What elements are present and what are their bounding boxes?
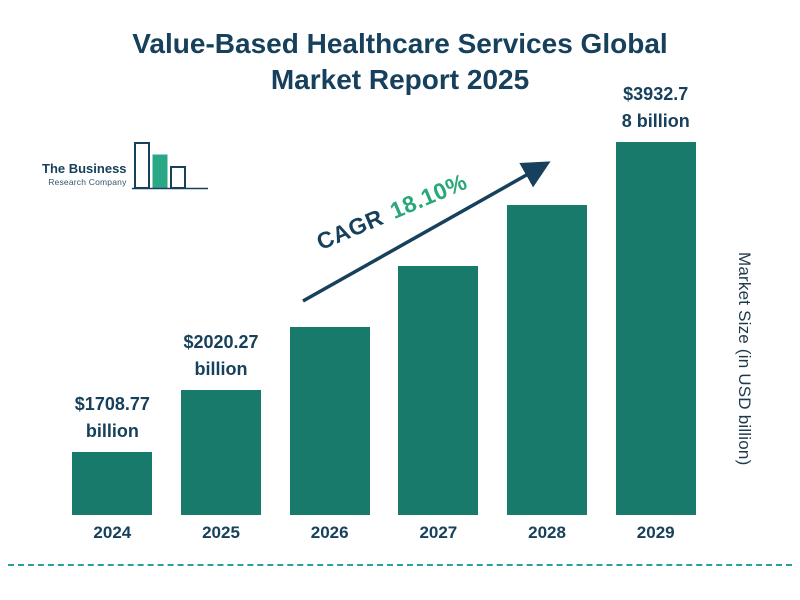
x-tick-2028: 2028 — [528, 523, 566, 542]
bar-value-label-2024: $1708.77 billion — [74, 394, 150, 441]
logo-name: The Business — [42, 161, 127, 177]
x-tick-2027: 2027 — [419, 523, 458, 542]
bar-column-2029: $3932.7 8 billion 2029 — [601, 72, 710, 543]
title-line-1: Value-Based Healthcare Services Global — [132, 28, 668, 59]
bar-column-2027: 2027 — [384, 72, 493, 543]
bar-value-label-2029: $3932.7 8 billion — [621, 84, 690, 131]
bar-2026 — [289, 327, 370, 515]
bar-2029 — [615, 142, 696, 515]
bar-column-2028: 2028 — [493, 72, 602, 543]
bar-value-label-2025: $2020.27 billion — [183, 332, 259, 379]
bar-2028 — [507, 205, 588, 515]
bar-2025 — [181, 390, 261, 515]
logo-subname: Research Company — [48, 177, 127, 188]
x-tick-2025: 2025 — [202, 523, 240, 542]
company-logo-text: The Business Research Company — [42, 161, 127, 194]
bar-chart: $1708.77 billion 2024 $2020.27 billion 2… — [58, 72, 710, 543]
company-logo: The Business Research Company — [42, 140, 210, 194]
bar-column-2026: 2026 — [275, 72, 384, 543]
bar-2027 — [398, 266, 479, 515]
y-axis-label: Market Size (in USD billion) — [735, 252, 754, 466]
page-title: Value-Based Healthcare Services Global M… — [0, 26, 800, 99]
x-tick-2029: 2029 — [636, 523, 675, 542]
bar-column-2024: $1708.77 billion 2024 — [58, 72, 167, 543]
x-tick-2026: 2026 — [310, 523, 349, 542]
bar-2024 — [72, 452, 153, 515]
bar-column-2025: $2020.27 billion 2025 — [167, 72, 276, 543]
logo-bar-chart-icon — [131, 142, 208, 190]
bottom-dashed-divider — [8, 564, 792, 566]
title-line-2: Market Report 2025 — [270, 64, 530, 96]
x-tick-2024: 2024 — [93, 523, 132, 542]
